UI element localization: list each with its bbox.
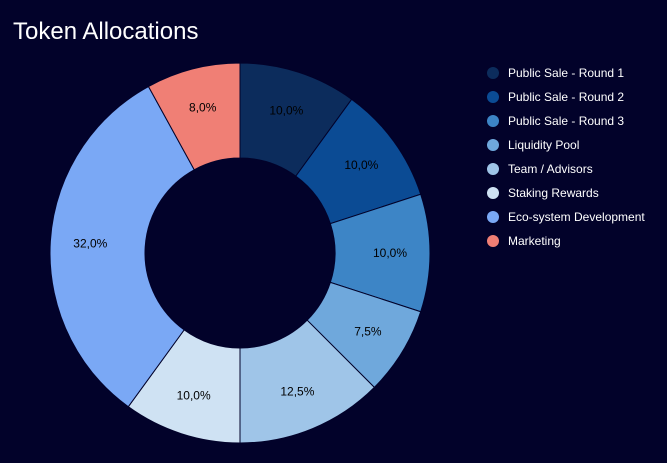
legend-item-4: Liquidity Pool	[487, 133, 645, 157]
slice-label-6: 10,0%	[177, 389, 211, 403]
slice-label-3: 10,0%	[373, 246, 407, 260]
legend-item-8: Marketing	[487, 229, 645, 253]
legend-label: Marketing	[508, 234, 561, 248]
legend-label: Liquidity Pool	[508, 138, 580, 152]
chart-title: Token Allocations	[13, 18, 199, 45]
legend-label: Public Sale - Round 3	[508, 114, 625, 128]
slice-label-7: 32,0%	[73, 237, 107, 251]
legend-swatch	[487, 67, 499, 79]
chart-legend: Public Sale - Round 1 Public Sale - Round…	[487, 61, 645, 253]
slice-label-1: 10,0%	[269, 103, 303, 117]
legend-item-7: Eco-system Development	[487, 205, 645, 229]
legend-item-1: Public Sale - Round 1	[487, 61, 645, 85]
legend-label: Public Sale - Round 1	[508, 66, 625, 80]
legend-label: Public Sale - Round 2	[508, 90, 625, 104]
legend-item-6: Staking Rewards	[487, 181, 645, 205]
slice-7	[49, 85, 195, 408]
legend-swatch	[487, 163, 499, 175]
slice-label-8: 8,0%	[189, 101, 217, 115]
slice-label-5: 12,5%	[280, 385, 314, 399]
legend-swatch	[487, 211, 499, 223]
slice-8	[147, 62, 241, 171]
legend-item-2: Public Sale - Round 2	[487, 85, 645, 109]
legend-item-5: Team / Advisors	[487, 157, 645, 181]
legend-swatch	[487, 187, 499, 199]
legend-swatch	[487, 115, 499, 127]
legend-item-3: Public Sale - Round 3	[487, 109, 645, 133]
slice-label-2: 10,0%	[344, 158, 378, 172]
legend-swatch	[487, 139, 499, 151]
legend-swatch	[487, 91, 499, 103]
legend-label: Staking Rewards	[508, 186, 599, 200]
legend-label: Team / Advisors	[508, 162, 593, 176]
legend-label: Eco-system Development	[508, 210, 645, 224]
legend-swatch	[487, 235, 499, 247]
slice-label-4: 7,5%	[354, 324, 382, 338]
